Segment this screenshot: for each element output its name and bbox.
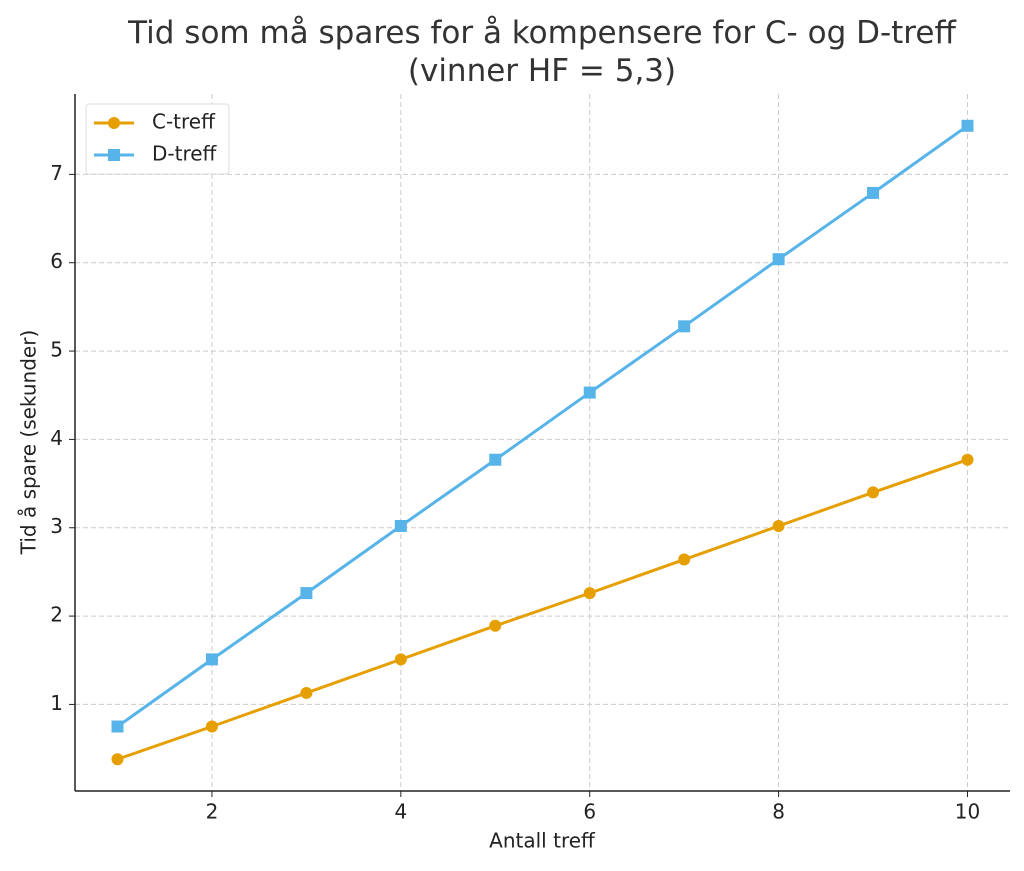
data-point xyxy=(583,386,596,399)
data-point xyxy=(961,119,974,132)
y-tick-label: 4 xyxy=(50,426,63,450)
legend-label: C-treff xyxy=(152,110,216,134)
data-point xyxy=(111,720,124,733)
x-tick-label: 10 xyxy=(955,800,980,824)
data-point xyxy=(583,587,596,600)
data-point xyxy=(772,519,785,532)
x-tick-label: 4 xyxy=(394,800,407,824)
data-point xyxy=(205,720,218,733)
data-point xyxy=(678,553,691,566)
legend-marker xyxy=(108,149,120,161)
series-line xyxy=(116,124,969,728)
y-tick-label: 6 xyxy=(50,249,63,273)
y-tick-label: 2 xyxy=(50,603,63,627)
data-point xyxy=(489,453,502,466)
x-tick-label: 6 xyxy=(583,800,596,824)
legend-marker xyxy=(108,117,120,129)
data-point xyxy=(111,753,124,766)
y-tick-label: 3 xyxy=(50,514,63,538)
y-tick-label: 7 xyxy=(50,161,63,185)
data-point xyxy=(961,453,974,466)
data-point xyxy=(678,320,691,333)
y-tick-label: 1 xyxy=(50,691,63,715)
data-point xyxy=(867,186,880,199)
data-point xyxy=(867,486,880,499)
data-point xyxy=(300,686,313,699)
data-point xyxy=(300,587,313,600)
legend-label: D-treff xyxy=(152,142,218,166)
series-line xyxy=(117,458,968,761)
y-tick-label: 5 xyxy=(50,338,63,362)
x-tick-label: 2 xyxy=(206,800,219,824)
chart-title: Tid som må spares for å kompensere for C… xyxy=(128,15,956,89)
data-point xyxy=(394,519,407,532)
data-point xyxy=(489,619,502,632)
data-point xyxy=(394,653,407,666)
x-axis-label: Antall treff xyxy=(489,829,596,853)
data-point xyxy=(772,253,785,266)
x-tick-label: 8 xyxy=(772,800,785,824)
y-axis-label: Tid å spare (sekunder) xyxy=(17,330,41,556)
data-point xyxy=(205,653,218,666)
